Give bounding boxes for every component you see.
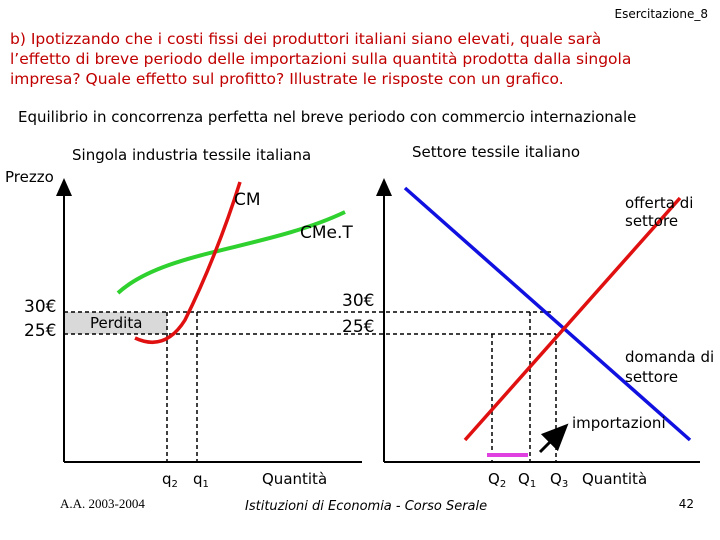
guides — [64, 311, 557, 462]
q-letter: q — [193, 470, 203, 488]
y-axis-label: Prezzo — [5, 168, 54, 186]
x-axis-label: Quantità — [582, 470, 647, 488]
q-letter: q — [162, 470, 172, 488]
q-label: q2 — [162, 470, 178, 490]
supply-label: offerta di — [625, 194, 693, 212]
q-label: Q1 — [518, 470, 536, 490]
supply-label: settore — [625, 212, 678, 230]
q-sub: 3 — [562, 479, 568, 490]
q-label: Q2 — [488, 470, 506, 490]
demand-label: domanda di — [625, 348, 714, 366]
subtitle: Equilibrio in concorrenza perfetta nel b… — [18, 108, 636, 126]
price-label: 25€ — [342, 317, 374, 337]
imports-label: importazioni — [572, 414, 666, 432]
q-sub: 1 — [530, 479, 536, 490]
supply-curve — [463, 196, 682, 442]
atc-label: CMe.T — [300, 223, 353, 243]
footer-year: A.A. 2003-2004 — [60, 496, 145, 511]
question-line: impresa? Quale effetto sul profitto? Ill… — [10, 70, 564, 88]
panel-title: Settore tessile italiano — [412, 143, 580, 161]
q-label: q1 — [193, 470, 209, 490]
page-number: 42 — [679, 497, 694, 511]
question-line: b) Ipotizzando che i costi fissi dei pro… — [10, 30, 601, 48]
mc-label: CM — [234, 190, 261, 210]
x-axis-label: Quantità — [262, 470, 327, 488]
axes — [383, 188, 700, 463]
q-letter: Q — [518, 470, 530, 488]
axes — [63, 188, 362, 463]
demand-curve — [403, 186, 692, 442]
price-label: 30€ — [342, 291, 374, 311]
loss-label: Perdita — [90, 314, 142, 332]
price-label: 30€ — [24, 297, 56, 317]
atc-curve — [116, 210, 346, 295]
q-label: Q3 — [550, 470, 568, 490]
q-letter: Q — [550, 470, 562, 488]
q-sub: 2 — [500, 479, 506, 490]
mc-curve — [134, 181, 242, 344]
q-letter: Q — [488, 470, 500, 488]
question-line: l’effetto di breve periodo delle importa… — [10, 50, 631, 68]
q-sub: 1 — [203, 479, 209, 490]
demand-label: settore — [625, 368, 678, 386]
loss-area — [64, 312, 167, 334]
panel-title: Singola industria tessile italiana — [72, 146, 311, 164]
q-sub: 2 — [172, 479, 178, 490]
footer-course: Istituzioni di Economia - Corso Serale — [245, 499, 487, 514]
price-label: 25€ — [24, 321, 56, 341]
imports-arrow — [538, 423, 569, 454]
exercise-label: Esercitazione_8 — [615, 7, 708, 21]
